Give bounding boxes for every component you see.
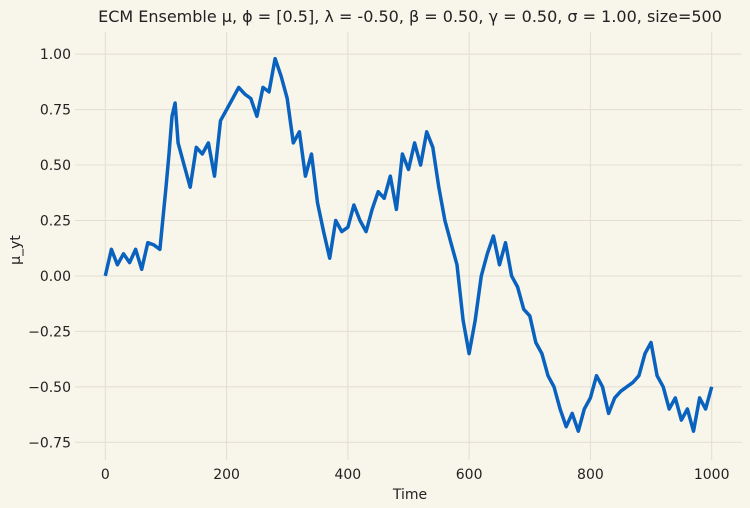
y-tick-label: 0.00 bbox=[40, 269, 71, 285]
y-tick-label: −0.50 bbox=[28, 380, 71, 396]
x-tick-label: 1000 bbox=[694, 467, 730, 483]
plot-area bbox=[103, 56, 714, 433]
chart-title: ECM Ensemble μ, ϕ = [0.5], λ = -0.50, β … bbox=[98, 7, 722, 26]
series-line bbox=[103, 56, 714, 433]
y-tick-label: −0.75 bbox=[28, 435, 71, 451]
y-tick-label: −0.25 bbox=[28, 324, 71, 340]
x-tick-label: 0 bbox=[101, 467, 110, 483]
tick-labels: 0 200 400 600 800 1000 −0.75 −0.50 −0.25 0.00 0.25… bbox=[28, 47, 729, 483]
y-tick-label: 0.25 bbox=[40, 213, 71, 229]
x-tick-label: 600 bbox=[456, 467, 483, 483]
x-tick-label: 400 bbox=[334, 467, 361, 483]
y-axis-label: μ_yt bbox=[8, 235, 24, 265]
y-tick-label: 0.75 bbox=[40, 103, 71, 119]
x-tick-label: 200 bbox=[213, 467, 240, 483]
y-tick-label: 0.50 bbox=[40, 158, 71, 174]
grid bbox=[75, 32, 742, 460]
x-tick-label: 800 bbox=[577, 467, 604, 483]
x-axis-label: Time bbox=[392, 487, 427, 503]
y-tick-label: 1.00 bbox=[40, 47, 71, 63]
